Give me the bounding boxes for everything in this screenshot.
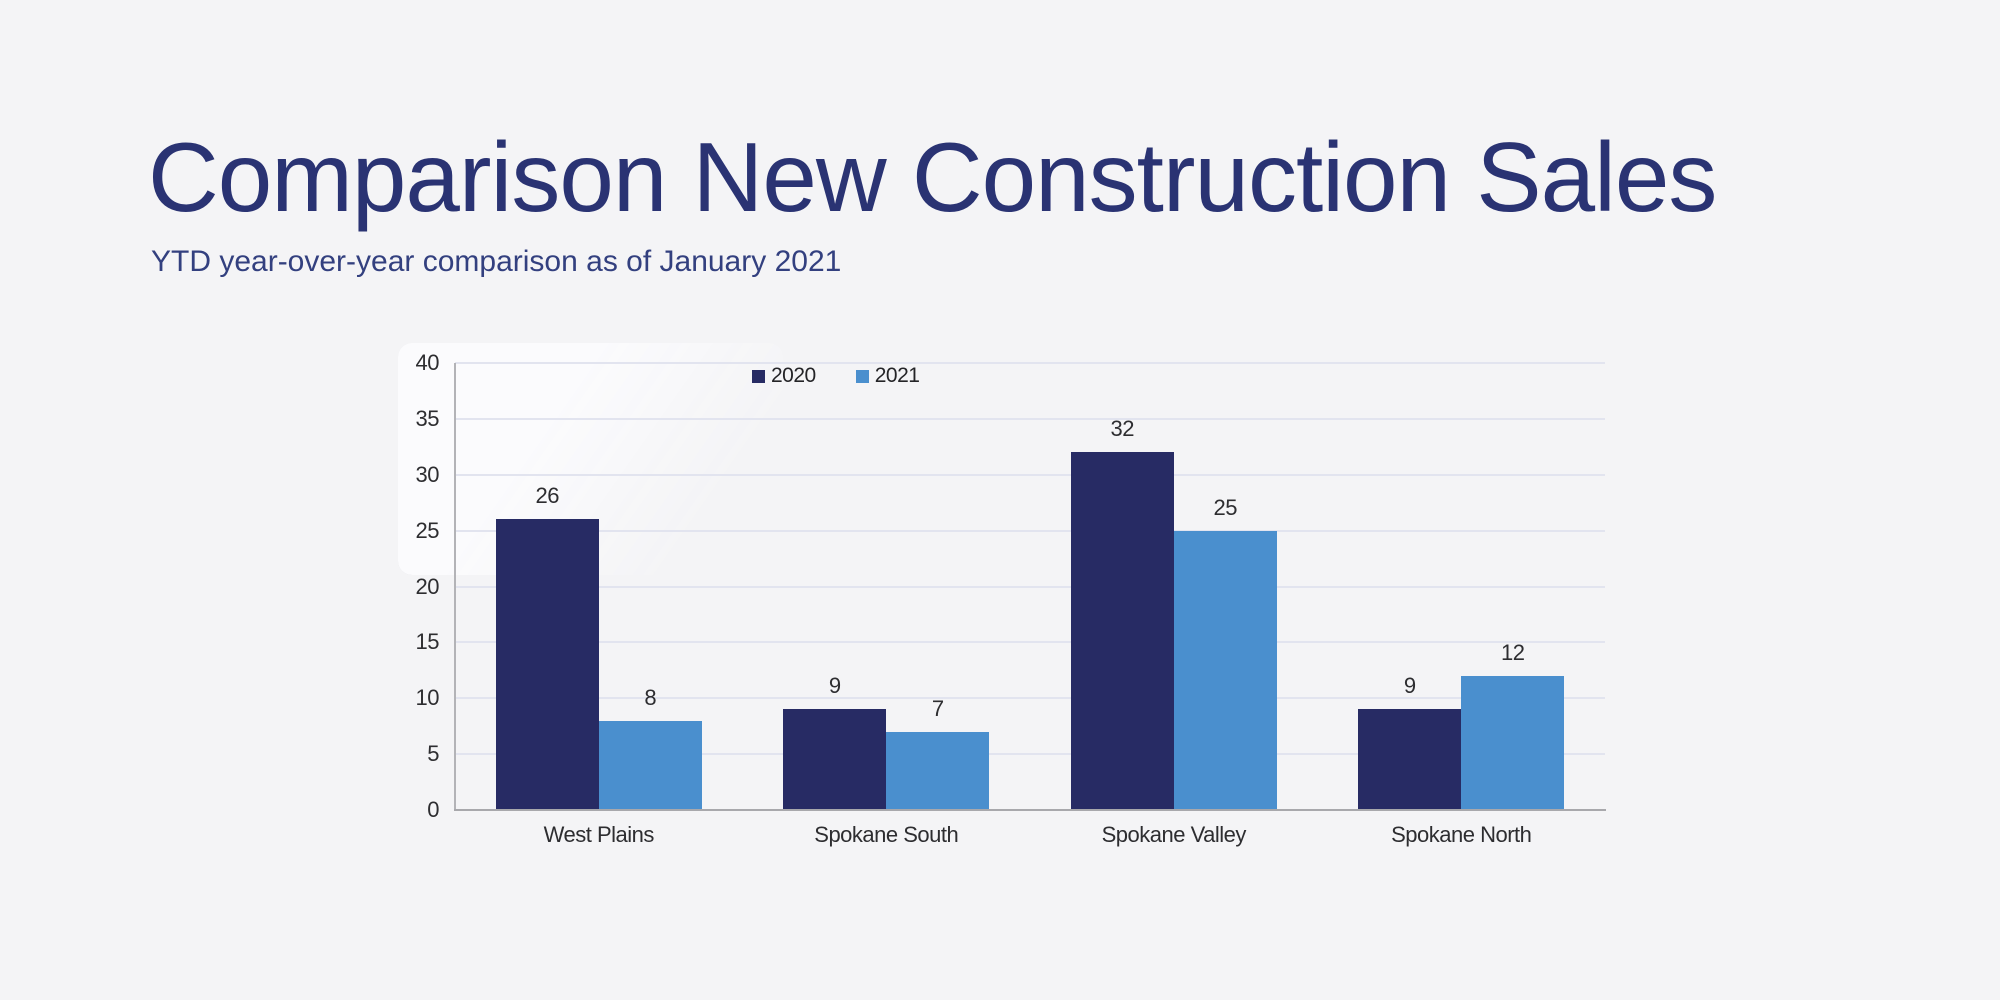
legend-item-2020: 2020 <box>752 364 816 388</box>
gridline-35 <box>455 417 1605 420</box>
legend-swatch-icon <box>855 369 869 383</box>
y-axis-tick-label: 20 <box>415 573 440 599</box>
bar-2021-spokane-north <box>1461 675 1565 810</box>
y-axis-tick-label: 15 <box>415 629 440 655</box>
bar-value-label: 8 <box>644 684 657 710</box>
legend-item-2021: 2021 <box>855 364 920 388</box>
y-axis-tick-label: 30 <box>415 461 440 487</box>
bar-2020-spokane-valley <box>1070 452 1174 810</box>
bar-2020-spokane-north <box>1358 709 1462 810</box>
page-subtitle: YTD year-over-year comparison as of Janu… <box>151 245 842 278</box>
gridline-5 <box>455 753 1605 756</box>
x-axis-line <box>454 809 1606 811</box>
legend-label: 2020 <box>771 364 816 387</box>
gridline-10 <box>455 697 1605 700</box>
y-axis-tick-label: 40 <box>415 350 440 375</box>
bar-2021-west-plains <box>598 720 702 810</box>
gridline-30 <box>455 473 1605 476</box>
page-title: Comparison New Construction Sales <box>148 122 1717 232</box>
bar-value-label: 32 <box>1110 416 1135 442</box>
bar-2021-spokane-valley <box>1173 530 1277 810</box>
y-axis-tick-label: 10 <box>415 685 440 711</box>
x-axis-category-label: Spokane North <box>1391 822 1532 847</box>
bar-value-label: 7 <box>931 695 944 721</box>
bar-value-label: 9 <box>828 673 841 699</box>
bar-2020-west-plains <box>495 519 599 810</box>
y-axis-tick-label: 0 <box>427 797 439 822</box>
bar-2020-spokane-south <box>783 709 887 810</box>
bar-value-label: 26 <box>535 483 560 509</box>
x-axis-category-label: West Plains <box>543 822 655 847</box>
chart-legend: 2020 2021 <box>752 364 920 388</box>
y-axis-tick-label: 35 <box>415 405 440 431</box>
x-axis-category-label: Spokane Valley <box>1101 822 1247 847</box>
bar-value-label: 25 <box>1213 494 1238 520</box>
bar-value-label: 12 <box>1501 639 1525 665</box>
bar-2021-spokane-south <box>886 731 990 810</box>
x-axis-category-label: Spokane South <box>814 822 959 847</box>
gridline-20 <box>455 585 1605 588</box>
gridline-25 <box>455 529 1605 532</box>
bar-value-label: 9 <box>1403 673 1416 699</box>
gridline-40 <box>455 362 1605 364</box>
y-axis-tick-label: 5 <box>427 741 439 767</box>
gridline-15 <box>455 641 1605 644</box>
y-axis-line <box>454 363 456 810</box>
legend-swatch-icon <box>752 369 765 383</box>
y-axis-tick-label: 25 <box>415 517 440 543</box>
legend-label: 2021 <box>874 364 920 387</box>
